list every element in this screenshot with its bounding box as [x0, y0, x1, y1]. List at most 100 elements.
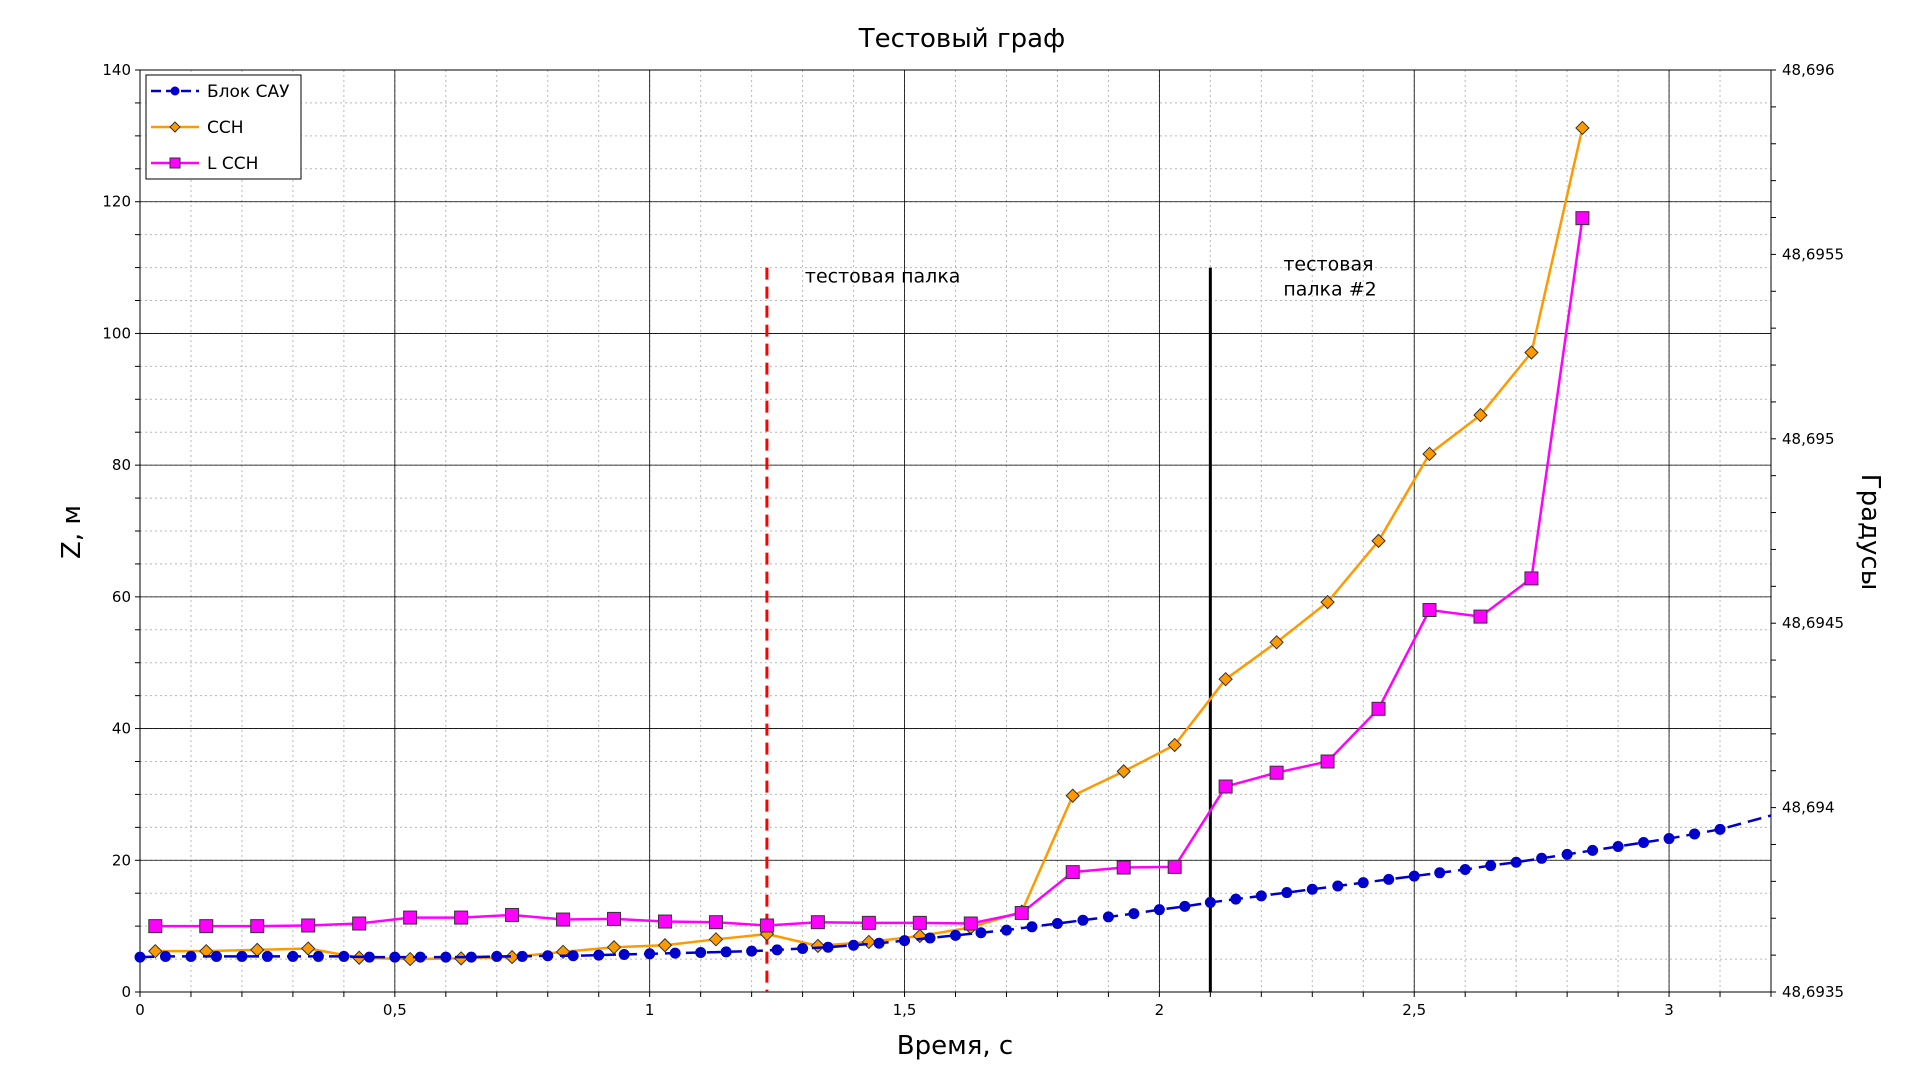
data-point	[1663, 833, 1675, 845]
data-point	[567, 950, 579, 962]
series-line	[139, 814, 1772, 959]
legend-entry: L ССН	[207, 154, 258, 174]
data-point	[899, 935, 911, 947]
legend-entry: Блок САУ	[207, 82, 290, 102]
data-point	[1587, 844, 1599, 856]
y2-tick-label: 48,696	[1782, 61, 1835, 79]
x-tick-label: 0,5	[383, 1001, 407, 1019]
annotation-label-line: палка #2	[1283, 279, 1376, 301]
y-tick-label: 140	[102, 61, 131, 79]
x-tick-label: 1,5	[893, 1001, 917, 1019]
data-point	[1459, 864, 1471, 876]
y2-tick-label: 48,6955	[1782, 245, 1844, 263]
data-point	[1051, 918, 1063, 930]
y-tick-label: 120	[102, 193, 131, 211]
data-point	[1510, 856, 1522, 868]
data-point	[873, 937, 885, 949]
data-point	[261, 950, 273, 962]
data-point	[1357, 877, 1369, 889]
data-point	[505, 907, 520, 922]
data-point	[1065, 788, 1080, 803]
data-point	[1561, 848, 1573, 860]
data-point	[759, 918, 774, 933]
data-point	[440, 951, 452, 963]
data-point	[1714, 823, 1726, 835]
data-point	[516, 950, 528, 962]
annotation-label-line: тестовая	[1283, 254, 1373, 276]
data-point	[1128, 908, 1140, 920]
data-point	[822, 941, 834, 953]
data-point	[338, 950, 350, 962]
data-point	[1371, 701, 1386, 716]
y-tick-label: 20	[112, 851, 131, 869]
data-point	[1473, 407, 1488, 423]
data-point	[1153, 904, 1165, 916]
data-point	[185, 950, 197, 962]
data-point	[312, 950, 324, 962]
data-point	[963, 916, 978, 931]
data-point	[300, 941, 316, 956]
data-point	[1371, 533, 1386, 549]
data-point	[1179, 900, 1191, 912]
data-point	[542, 950, 554, 962]
data-point	[465, 951, 477, 963]
chart-title: Тестовый граф	[858, 24, 1066, 54]
data-point	[1320, 594, 1335, 610]
data-point	[657, 938, 673, 953]
y2-tick-labels: 48,6935 48,694 48,6945 48,695 48,6955 48,696	[1782, 61, 1844, 1001]
data-point	[1320, 754, 1335, 769]
legend-entry: ССН	[207, 118, 244, 138]
data-point	[657, 914, 672, 929]
data-point	[1422, 603, 1437, 618]
data-point	[607, 911, 622, 926]
data-point	[975, 927, 987, 939]
data-point	[454, 910, 469, 925]
x-tick-label: 1	[645, 1001, 655, 1019]
data-point	[1026, 921, 1038, 933]
y2-tick-label: 48,695	[1782, 430, 1835, 448]
data-point	[1473, 609, 1488, 624]
y2-tick-label: 48,6935	[1782, 983, 1844, 1001]
data-point	[250, 919, 265, 934]
data-point	[1524, 571, 1539, 586]
series-3	[148, 211, 1590, 934]
data-point	[708, 932, 724, 947]
x-axis-label: Время, с	[897, 1031, 1013, 1061]
data-point	[669, 947, 681, 959]
data-point	[848, 939, 860, 951]
x-tick-labels: 0 0,5 1 1,5 2 2,5 3	[135, 1001, 1674, 1019]
data-point	[301, 918, 316, 933]
data-point	[210, 950, 222, 962]
data-point	[403, 910, 418, 925]
data-point	[924, 932, 936, 944]
y2-tick-label: 48,694	[1782, 799, 1835, 817]
data-point	[1638, 837, 1650, 849]
data-point	[1306, 883, 1318, 895]
data-point	[1102, 911, 1114, 923]
data-point	[771, 944, 783, 956]
data-point	[1575, 120, 1590, 136]
data-point	[797, 943, 809, 955]
data-point	[414, 951, 426, 963]
data-point	[556, 912, 571, 927]
data-point	[1230, 893, 1242, 905]
data-point	[1383, 873, 1395, 885]
data-point	[1536, 852, 1548, 864]
x-tick-label: 2,5	[1402, 1001, 1426, 1019]
data-point	[1485, 860, 1497, 872]
y2-axis-label: Градусы	[1855, 474, 1885, 590]
data-point	[169, 121, 181, 133]
data-point	[1332, 880, 1344, 892]
data-point	[159, 950, 171, 962]
annotations: тестовая палка тестовая палка #2	[765, 254, 1377, 992]
data-point	[199, 919, 214, 934]
data-point	[170, 86, 180, 96]
data-point	[912, 915, 927, 930]
data-point	[1612, 840, 1624, 852]
data-point	[1218, 779, 1233, 794]
data-point	[708, 915, 723, 930]
data-point	[644, 948, 656, 960]
data-point	[1524, 345, 1539, 360]
data-point	[1269, 635, 1284, 650]
